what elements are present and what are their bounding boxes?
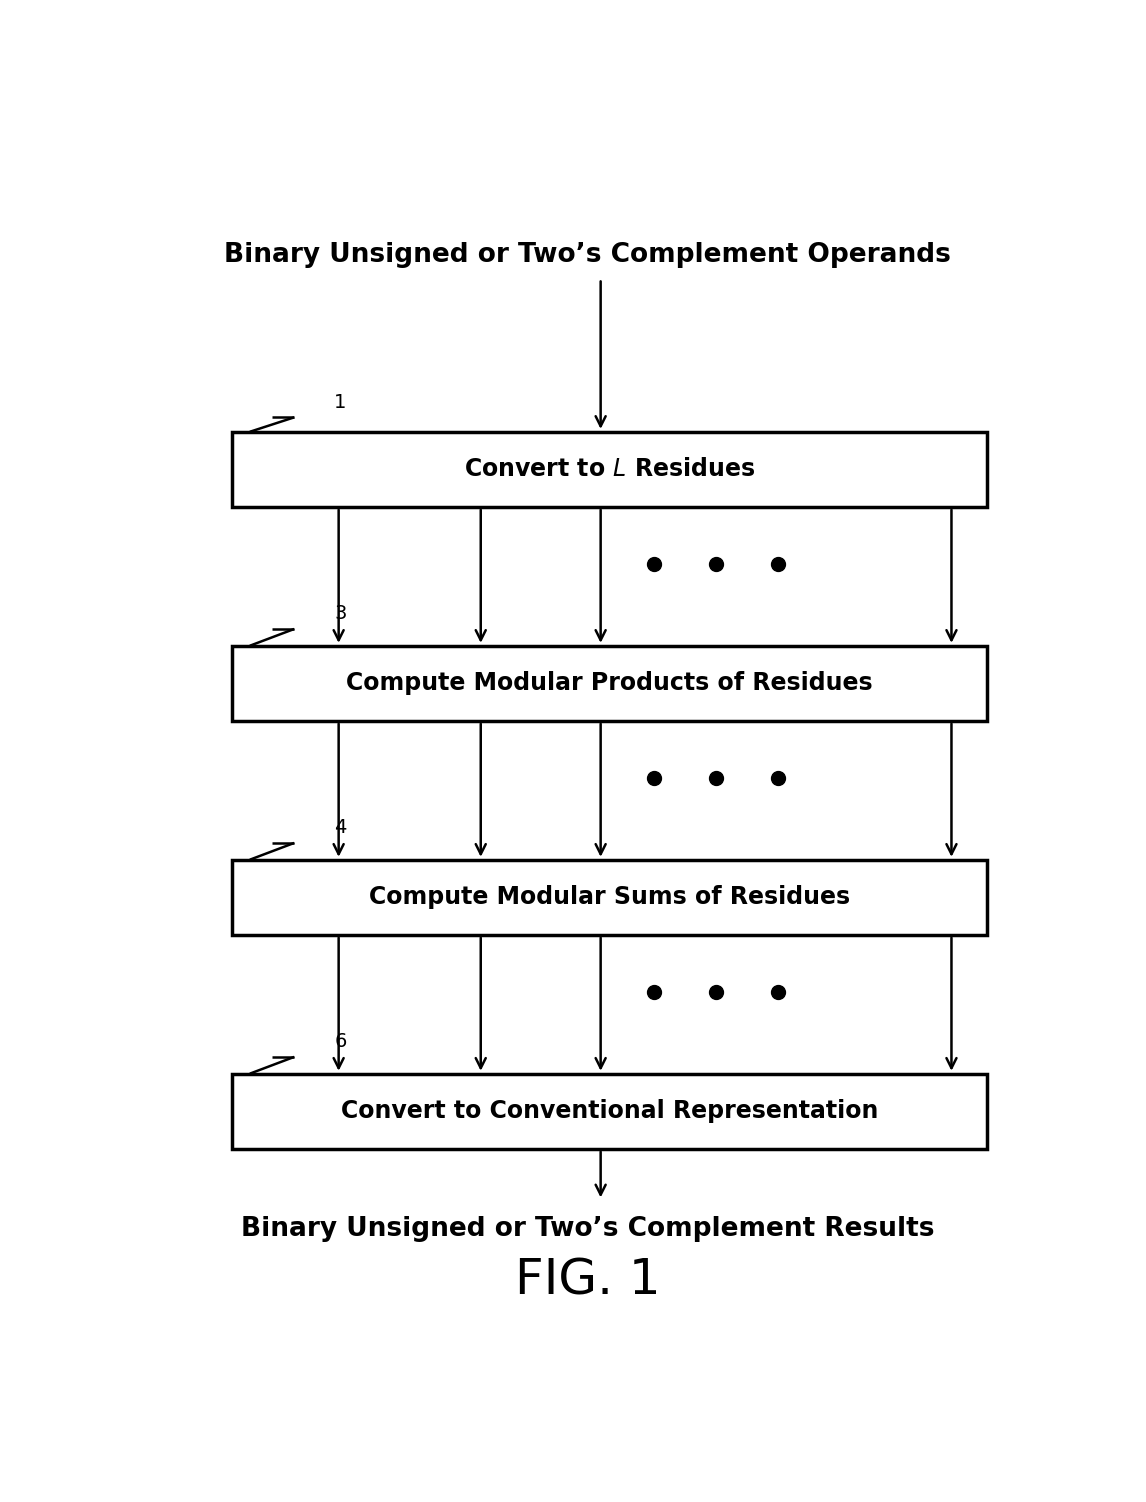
Text: Convert to Conventional Representation: Convert to Conventional Representation xyxy=(340,1099,878,1123)
Text: Binary Unsigned or Two’s Complement Operands: Binary Unsigned or Two’s Complement Oper… xyxy=(223,242,951,269)
Point xyxy=(707,553,725,577)
Point xyxy=(769,981,787,1005)
Text: Convert to $L$ Residues: Convert to $L$ Residues xyxy=(464,458,755,481)
Point xyxy=(769,766,787,790)
Point xyxy=(645,766,664,790)
Point xyxy=(645,981,664,1005)
Text: 1: 1 xyxy=(335,392,346,412)
Text: FIG. 1: FIG. 1 xyxy=(515,1256,660,1304)
Text: 3: 3 xyxy=(335,604,346,623)
Text: Compute Modular Products of Residues: Compute Modular Products of Residues xyxy=(346,671,873,695)
Text: 4: 4 xyxy=(335,819,346,837)
Text: 6: 6 xyxy=(335,1032,346,1051)
Text: Compute Modular Sums of Residues: Compute Modular Sums of Residues xyxy=(369,885,850,909)
FancyBboxPatch shape xyxy=(231,646,987,721)
Point xyxy=(645,553,664,577)
FancyBboxPatch shape xyxy=(231,859,987,934)
Point xyxy=(707,766,725,790)
FancyBboxPatch shape xyxy=(231,431,987,508)
Text: Binary Unsigned or Two’s Complement Results: Binary Unsigned or Two’s Complement Resu… xyxy=(241,1217,934,1242)
Point xyxy=(769,553,787,577)
Point xyxy=(707,981,725,1005)
FancyBboxPatch shape xyxy=(231,1074,987,1149)
